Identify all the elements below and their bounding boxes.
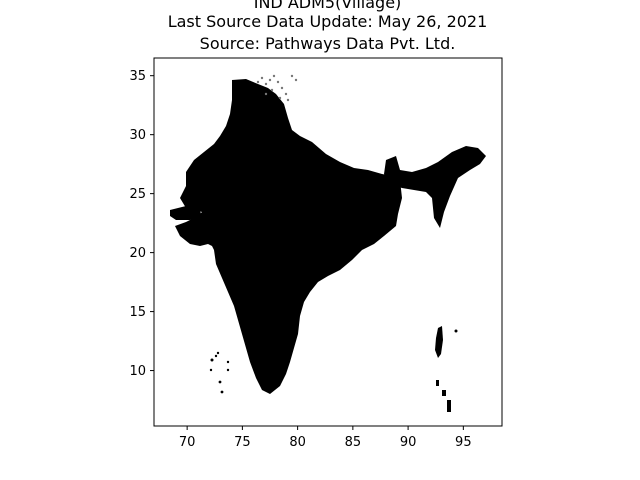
title-line-2: Last Source Data Update: May 26, 2021 bbox=[168, 12, 488, 31]
andaman-nicobar-islands bbox=[435, 326, 458, 412]
x-tick-label: 70 bbox=[179, 435, 196, 450]
map-layer bbox=[170, 74, 486, 412]
x-axis-ticks: 70 75 80 85 90 95 bbox=[179, 426, 472, 450]
x-tick-label: 95 bbox=[455, 435, 472, 450]
y-tick-label: 25 bbox=[129, 187, 146, 202]
ladakh-scatter bbox=[256, 74, 298, 102]
y-axis-ticks: 10 15 20 25 30 35 bbox=[129, 69, 154, 379]
plot-frame bbox=[153, 57, 503, 427]
lakshadweep-islands bbox=[209, 351, 230, 394]
title-line-3: Source: Pathways Data Pvt. Ltd. bbox=[200, 34, 456, 53]
gujarat-kutch-shape bbox=[170, 206, 202, 220]
x-tick-label: 75 bbox=[234, 435, 251, 450]
x-tick-label: 85 bbox=[345, 435, 362, 450]
chart-title: IND ADM5(Village) Last Source Data Updat… bbox=[168, 0, 488, 53]
x-tick-label: 80 bbox=[289, 435, 306, 450]
y-tick-label: 30 bbox=[129, 128, 146, 143]
india-mainland-shape bbox=[175, 79, 402, 394]
title-line-1: IND ADM5(Village) bbox=[254, 0, 402, 12]
y-tick-label: 20 bbox=[129, 246, 146, 261]
y-tick-label: 35 bbox=[129, 69, 146, 84]
x-tick-label: 90 bbox=[400, 435, 417, 450]
y-tick-label: 10 bbox=[129, 364, 146, 379]
y-tick-label: 15 bbox=[129, 305, 146, 320]
northeast-region-shape bbox=[384, 146, 486, 228]
